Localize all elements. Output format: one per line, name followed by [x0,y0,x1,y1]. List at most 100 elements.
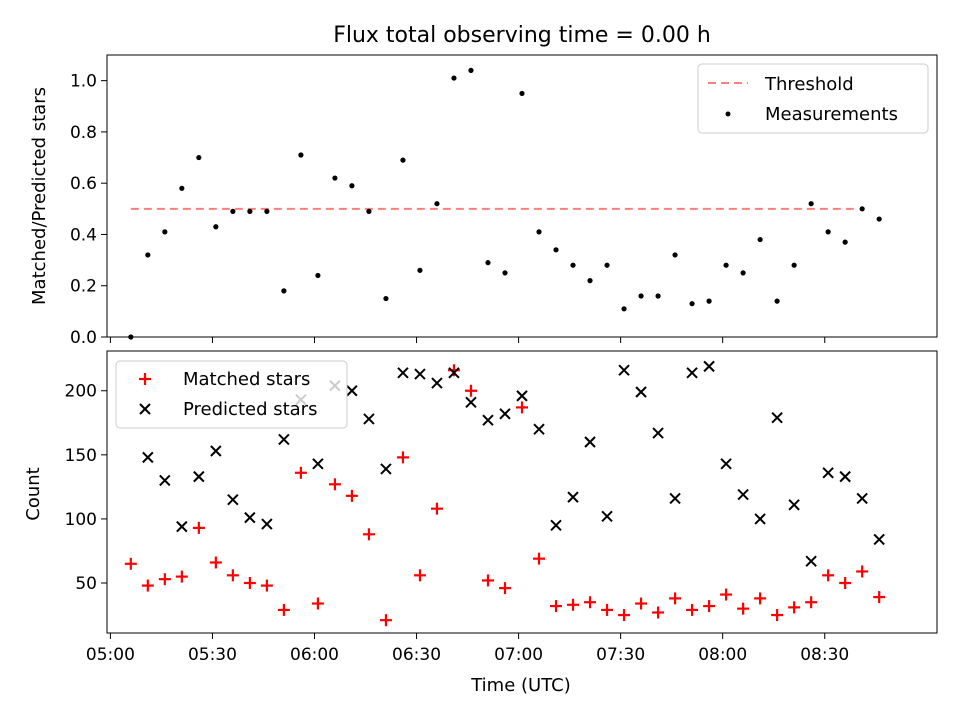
predicted-star-point [210,445,222,457]
measurement-point [383,295,389,302]
matched-star-point [618,609,631,622]
measurement-point [196,154,202,161]
predicted-star-point [176,520,188,533]
measurement-point [672,252,678,258]
legend-measurements-label: Measurements [765,104,898,125]
matched-star-point [192,521,205,534]
measurement-point [451,75,457,81]
matched-star-point [720,588,733,601]
predicted-star-point [465,396,477,408]
ratio-y-tick-label: 0.4 [70,225,97,245]
matched-star-point [601,603,614,616]
count-y-tick-label: 200 [65,382,97,402]
predicted-star-point [669,492,681,505]
predicted-star-point [839,470,851,483]
matched-star-point [243,577,256,590]
count-x-tick-label: 08:00 [698,645,747,665]
predicted-star-point [686,367,698,379]
matched-star-point [141,579,154,592]
measurements-series [128,67,882,340]
predicted-star-point [142,451,154,464]
count-axes: 50 100 150 200 05:00 05:30 06:00 06:30 07:00 07:… [23,350,938,696]
matched-star-point [396,451,409,464]
predicted-star-point [771,411,783,424]
measurement-point [247,208,253,214]
ratio-x-ticks [109,337,826,343]
matched-star-point [652,606,665,619]
matched-star-point [175,570,188,583]
predicted-star-point [227,493,239,506]
measurement-point [162,229,168,235]
measurement-point [553,247,559,253]
count-y-ticks: 50 100 150 200 [65,382,107,594]
matched-star-point [703,600,716,613]
matched-star-point [498,582,511,595]
measurement-point [264,208,270,214]
predicted-star-point [380,463,392,475]
measurement-point [825,229,831,235]
predicted-star-point [737,488,749,501]
matched-star-point [822,569,835,582]
predicted-star-point [499,408,511,420]
measurement-point [638,293,644,299]
predicted-star-point [822,467,834,479]
predicted-star-point [482,414,494,426]
matched-star-point [754,592,767,605]
measurement-point [400,157,406,163]
predicted-star-point [278,433,290,446]
matched-star-point [805,596,818,609]
count-x-tick-label: 07:30 [596,645,645,665]
ratio-axes-frame [106,54,938,338]
matched-star-point [567,598,580,611]
ratio-legend: Threshold Measurements [697,63,929,134]
matched-star-point [481,574,494,587]
measurement-point [570,262,576,268]
count-x-tick-label: 06:00 [290,645,339,665]
matched-star-point [328,478,341,491]
predicted-star-point [873,533,885,546]
count-legend-box [115,360,348,429]
predicted-star-point [533,423,545,435]
matched-star-point [788,601,801,614]
measurement-point [808,201,814,207]
count-x-tick-label: 06:30 [392,645,441,665]
matched-star-point [584,596,597,609]
matched-star-point [447,364,460,377]
ratio-y-tick-label: 0.6 [70,174,97,194]
measurement-point [655,293,661,299]
matched-star-point [209,556,222,569]
matched-star-point [379,614,392,627]
predicted-star-point [805,555,817,567]
matched-star-point [124,557,137,570]
matched-star-point [839,577,852,590]
matched-star-point [737,602,750,615]
measurement-point [485,260,491,266]
matched-star-point [635,597,648,610]
count-y-axis-label: Count [23,467,44,520]
measurement-point [349,183,355,189]
matched-star-point [413,569,426,582]
measurement-point [536,229,542,235]
predicted-star-point [516,390,528,402]
count-x-tick-label: 07:00 [494,645,543,665]
measurement-point [332,175,338,181]
predicted-star-point [414,368,426,380]
matched-star-point [226,569,239,582]
matched-star-point [277,603,290,616]
count-y-tick-label: 150 [65,446,97,466]
predicted-star-point [703,360,715,373]
legend-predicted-swatch [139,403,151,415]
predicted-star-point [363,413,375,425]
measurement-point [791,262,797,268]
measurement-point [876,216,882,222]
measurement-point [587,278,593,284]
matched-star-point [550,600,563,613]
matched-star-point [362,528,375,541]
predicted-star-point [720,458,732,470]
matched-star-point [686,603,699,616]
measurement-point [230,208,236,214]
legend-predicted-label: Predicted stars [183,399,317,420]
predicted-star-point [567,491,579,503]
measurement-point [281,288,287,294]
ratio-y-tick-label: 0.2 [70,277,97,297]
